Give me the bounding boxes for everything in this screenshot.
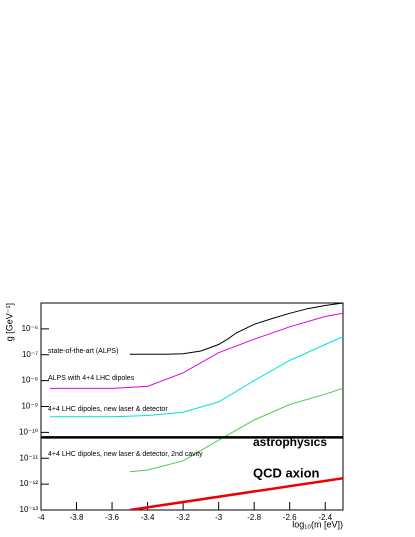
y-tick-label: 10⁻⁹ [21,402,38,411]
y-tick-label: 10⁻¹⁰ [19,427,38,436]
x-tick-label: -4 [37,513,45,522]
series-line [49,312,343,389]
y-tick-label: 10⁻¹² [20,479,39,488]
series-label: ALPS with 4+4 LHC dipoles [48,375,135,382]
y-tick-label: 10⁻¹¹ [20,453,39,462]
plot-area [41,303,343,510]
series-label: 4+4 LHC dipoles, new laser & detector, 2… [48,451,203,458]
series-line [129,303,343,355]
x-tick-label: -3.2 [176,513,190,522]
x-tick-label: -3.4 [141,513,155,522]
x-axis-title: log₁₀(m [eV]) [292,519,343,529]
series-label: astrophysics [253,435,327,449]
series-line [129,387,343,473]
y-tick-label: 10⁻⁸ [22,376,39,385]
series-label: 4+4 LHC dipoles, new laser & detector [48,406,168,413]
x-tick-label: -3.6 [105,513,119,522]
y-tick-label: 10⁻⁷ [22,350,38,359]
series-line [129,476,343,510]
x-tick-label: -2.6 [283,513,297,522]
y-tick-label: 10⁻¹³ [20,505,39,514]
series-label: state-of-the-art (ALPS) [48,348,118,355]
x-tick-label: -2.4 [318,513,332,522]
series-label: QCD axion [253,465,320,480]
x-tick-label: -3.8 [70,513,84,522]
y-tick-label: 10⁻⁶ [22,324,38,333]
x-tick-label: -2.8 [247,513,261,522]
series-line [49,336,343,418]
y-axis-title: g [GeV⁻¹] [4,303,14,341]
x-tick-label: -3 [215,513,223,522]
